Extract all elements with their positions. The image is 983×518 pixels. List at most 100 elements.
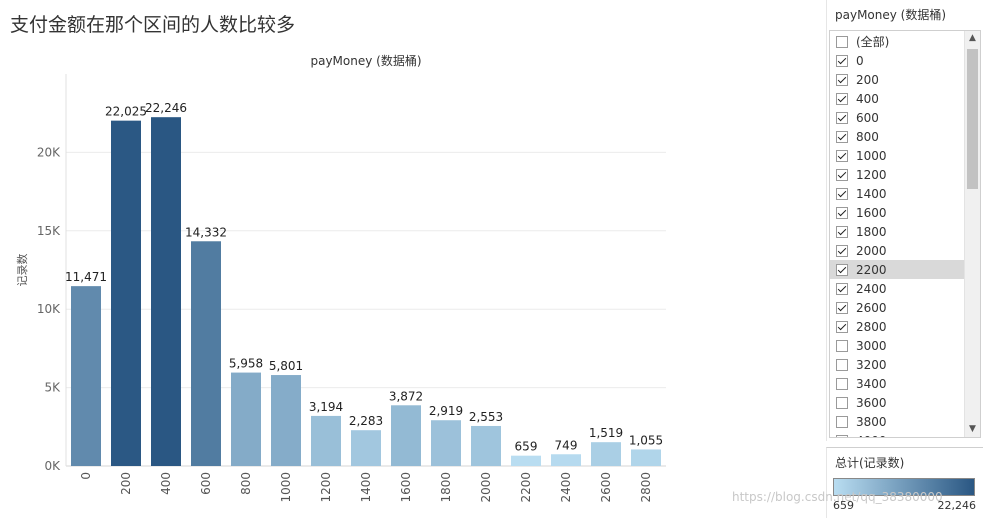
filter-item[interactable]: 200: [830, 70, 966, 89]
data-label: 1,055: [629, 433, 663, 447]
filter-item[interactable]: 2000: [830, 241, 966, 260]
bar: [311, 415, 341, 466]
filter-item[interactable]: 3400: [830, 374, 966, 393]
data-label: 2,919: [429, 404, 463, 418]
filter-item-label: 800: [856, 129, 879, 144]
checkbox-checked-icon[interactable]: [836, 225, 848, 238]
checkbox-checked-icon[interactable]: [836, 111, 848, 124]
bar: [591, 442, 621, 466]
filter-item-label: 3400: [856, 376, 887, 391]
bar: [191, 241, 221, 466]
filter-item[interactable]: 4000: [830, 431, 966, 438]
checkbox-checked-icon[interactable]: [836, 130, 848, 143]
filter-item[interactable]: 1000: [830, 146, 966, 165]
filter-item-label: 200: [856, 72, 879, 87]
checkbox-checked-icon[interactable]: [836, 54, 848, 67]
filter-panel: payMoney (数据桶) (全部) 0 200 400 600 800 1000 1200…: [826, 0, 983, 441]
bar: [511, 455, 541, 466]
x-tick-label: 2800: [639, 472, 653, 503]
bar: [391, 405, 421, 466]
checkbox-checked-icon[interactable]: [836, 244, 848, 257]
checkbox-unchecked-icon[interactable]: [836, 35, 848, 48]
scroll-down-icon[interactable]: ▼: [969, 424, 976, 434]
x-tick-label: 400: [159, 472, 173, 495]
data-label: 2,283: [349, 414, 383, 428]
checkbox-unchecked-icon[interactable]: [836, 396, 848, 409]
filter-item[interactable]: 3800: [830, 412, 966, 431]
scroll-thumb[interactable]: [967, 49, 978, 189]
data-label: 5,801: [269, 359, 303, 373]
checkbox-checked-icon[interactable]: [836, 206, 848, 219]
data-label: 5,958: [229, 357, 263, 371]
scroll-up-icon[interactable]: ▲: [969, 33, 976, 43]
y-tick-label: 5K: [44, 381, 61, 395]
checkbox-checked-icon[interactable]: [836, 187, 848, 200]
filter-item[interactable]: 2200: [830, 260, 966, 279]
checkbox-unchecked-icon[interactable]: [836, 339, 848, 352]
checkbox-unchecked-icon[interactable]: [836, 377, 848, 390]
filter-item-label: 3800: [856, 414, 887, 429]
checkbox-checked-icon[interactable]: [836, 92, 848, 105]
x-tick-label: 200: [119, 472, 133, 495]
filter-item[interactable]: 400: [830, 89, 966, 108]
filter-item-label: 1000: [856, 148, 887, 163]
filter-item[interactable]: 0: [830, 51, 966, 70]
checkbox-checked-icon[interactable]: [836, 73, 848, 86]
x-tick-label: 0: [79, 472, 93, 480]
checkbox-checked-icon[interactable]: [836, 168, 848, 181]
chart-title: payMoney (数据桶): [310, 53, 421, 68]
filter-item-label: 3200: [856, 357, 887, 372]
checkbox-checked-icon[interactable]: [836, 263, 848, 276]
checkbox-unchecked-icon[interactable]: [836, 415, 848, 428]
filter-item[interactable]: 1200: [830, 165, 966, 184]
filter-item-label: 3000: [856, 338, 887, 353]
data-label: 3,872: [389, 389, 423, 403]
filter-item[interactable]: 1800: [830, 222, 966, 241]
filter-item[interactable]: 3600: [830, 393, 966, 412]
page-title: 支付金额在那个区间的人数比较多: [10, 14, 296, 36]
x-tick-label: 1000: [279, 472, 293, 503]
bar: [351, 430, 381, 466]
filter-item-label: 1800: [856, 224, 887, 239]
y-tick-label: 10K: [37, 302, 61, 316]
data-label: 14,332: [185, 225, 227, 239]
filter-item[interactable]: (全部): [830, 32, 966, 51]
filter-item-label: 1600: [856, 205, 887, 220]
bar: [471, 425, 501, 466]
filter-scrollbar[interactable]: ▲ ▼: [964, 31, 980, 437]
x-tick-label: 1200: [319, 472, 333, 503]
bar: [551, 454, 581, 466]
checkbox-unchecked-icon[interactable]: [836, 358, 848, 371]
data-label: 749: [555, 438, 578, 452]
filter-item[interactable]: 1600: [830, 203, 966, 222]
y-tick-label: 20K: [37, 145, 61, 159]
filter-item-label: 400: [856, 91, 879, 106]
legend-max-label: 22,246: [937, 499, 977, 512]
checkbox-unchecked-icon[interactable]: [836, 434, 848, 437]
filter-item[interactable]: 800: [830, 127, 966, 146]
legend-color-ramp: [833, 478, 975, 496]
x-tick-label: 2600: [599, 472, 613, 503]
filter-item[interactable]: 1400: [830, 184, 966, 203]
filter-item-label: 4000: [856, 434, 887, 438]
data-label: 2,553: [469, 410, 503, 424]
x-tick-label: 1600: [399, 472, 413, 503]
filter-item[interactable]: 3200: [830, 355, 966, 374]
filter-title: payMoney (数据桶): [835, 8, 947, 22]
filter-item-label: 1400: [856, 186, 887, 201]
filter-item[interactable]: 2400: [830, 279, 966, 298]
data-label: 3,194: [309, 400, 343, 414]
checkbox-checked-icon[interactable]: [836, 282, 848, 295]
bar: [111, 120, 141, 466]
checkbox-checked-icon[interactable]: [836, 301, 848, 314]
bar: [431, 420, 461, 466]
y-tick-label: 0K: [44, 459, 61, 473]
filter-item[interactable]: 3000: [830, 336, 966, 355]
x-tick-label: 2400: [559, 472, 573, 503]
y-axis-label: 记录数: [16, 254, 29, 287]
filter-item[interactable]: 2800: [830, 317, 966, 336]
checkbox-checked-icon[interactable]: [836, 320, 848, 333]
checkbox-checked-icon[interactable]: [836, 149, 848, 162]
filter-item[interactable]: 600: [830, 108, 966, 127]
filter-item[interactable]: 2600: [830, 298, 966, 317]
